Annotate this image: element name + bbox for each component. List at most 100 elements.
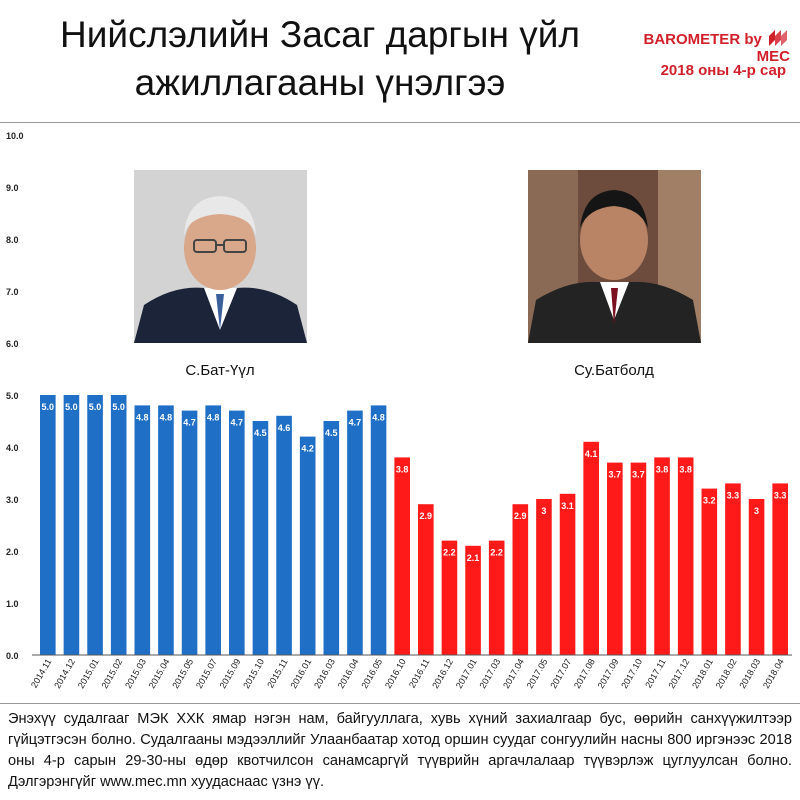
x-tick-label: 2015.11: [265, 657, 290, 690]
bar-value-label: 4.8: [160, 412, 173, 422]
y-tick-label: 10.0: [6, 131, 24, 141]
y-tick-label: 7.0: [6, 287, 19, 297]
x-tick-label: 2016.01: [288, 657, 313, 690]
bar-chart: 0.0 1.0 2.0 3.0 4.0 5.0 6.0 7.0 8.0 9.0 10.0 5.0 201…: [6, 131, 792, 690]
x-tick-label: 2017.05: [525, 657, 550, 690]
x-tick-label: 2015.03: [123, 657, 148, 690]
x-tick-label: 2016.12: [430, 657, 455, 690]
bar-value-label: 4.7: [349, 418, 362, 428]
mec-logo-icon: [769, 30, 787, 46]
y-tick-label: 4.0: [6, 443, 19, 453]
bar: [748, 499, 765, 655]
y-tick-label: 8.0: [6, 235, 19, 245]
bar-value-label: 3.8: [679, 464, 692, 474]
bar: [347, 410, 363, 655]
x-tick-label: 2017.07: [548, 657, 573, 690]
page-title-line1: Нийслэлийн Засаг даргын үйл: [60, 14, 580, 55]
bar-value-label: 3.8: [656, 464, 669, 474]
x-tick-label: 2015.01: [76, 657, 101, 690]
bar: [488, 540, 505, 655]
page-title-line2: ажиллагааны үнэлгээ: [134, 62, 506, 103]
x-tick-label: 2014.11: [29, 657, 54, 690]
survey-date: 2018 оны 4-р сар: [660, 62, 786, 79]
x-tick-label: 2015.05: [170, 657, 195, 690]
bar: [205, 405, 221, 655]
bar: [418, 504, 434, 655]
bar-value-label: 4.1: [585, 449, 598, 459]
bar: [607, 462, 623, 655]
bar-value-label: 4.5: [254, 428, 267, 438]
bar: [536, 499, 552, 655]
bar: [63, 395, 80, 655]
x-tick-label: 2017.10: [619, 657, 644, 690]
bar-value-label: 2.1: [467, 553, 480, 563]
bar: [252, 421, 269, 655]
bar: [370, 405, 387, 655]
bar: [40, 395, 56, 655]
bar-value-label: 3.7: [609, 470, 622, 480]
bar-value-label: 5.0: [112, 402, 125, 412]
bar-value-label: 3: [754, 506, 759, 516]
x-tick-label: 2015.07: [194, 657, 219, 690]
x-tick-label: 2016.03: [312, 657, 337, 690]
bar-value-label: 5.0: [89, 402, 102, 412]
x-tick-label: 2017.01: [454, 657, 479, 690]
bar: [512, 504, 529, 655]
x-tick-label: 2018.02: [714, 657, 739, 690]
bar-value-label: 5.0: [65, 402, 78, 412]
x-tick-label: 2017.08: [572, 657, 597, 690]
bar-value-label: 3.8: [396, 464, 409, 474]
bar-value-label: 4.8: [372, 412, 385, 422]
y-tick-label: 1.0: [6, 599, 19, 609]
bar: [701, 488, 718, 655]
x-tick-label: 2015.09: [218, 657, 243, 690]
bar: [87, 395, 103, 655]
portrait-photo-bat-uul: [134, 170, 307, 343]
portrait-photo-batbold: [528, 170, 701, 343]
bar-value-label: 4.8: [207, 412, 220, 422]
bar-value-label: 3.3: [727, 490, 740, 500]
bar-value-label: 2.2: [443, 548, 456, 558]
bar-value-label: 4.8: [136, 412, 149, 422]
y-tick-label: 0.0: [6, 651, 19, 661]
y-tick-label: 9.0: [6, 183, 19, 193]
bar: [229, 410, 245, 655]
x-tick-label: 2017.03: [477, 657, 502, 690]
bar-value-label: 3: [541, 506, 546, 516]
brand-name: MEC: [756, 48, 790, 65]
x-tick-label: 2018.04: [761, 657, 786, 690]
person-name-1: С.Бат-Үүл: [185, 362, 255, 379]
x-tick-label: 2016.05: [359, 657, 384, 690]
bar-value-label: 4.5: [325, 428, 338, 438]
y-tick-label: 3.0: [6, 495, 19, 505]
chart-area: 0.0 1.0 2.0 3.0 4.0 5.0 6.0 7.0 8.0 9.0 10.0 5.0 201…: [0, 122, 800, 704]
bar: [772, 483, 788, 655]
bar: [725, 483, 741, 655]
bar-value-label: 2.9: [420, 511, 433, 521]
bar: [441, 540, 458, 655]
bar: [323, 421, 340, 655]
x-tick-label: 2017.09: [596, 657, 621, 690]
x-tick-label: 2018.03: [737, 657, 762, 690]
x-tick-label: 2015.02: [99, 657, 124, 690]
x-tick-label: 2014.12: [52, 657, 77, 690]
bar: [110, 395, 127, 655]
bar-value-label: 3.2: [703, 496, 716, 506]
bar: [559, 493, 576, 655]
bar-value-label: 4.7: [231, 418, 244, 428]
footnote: Энэхүү судалгааг МЭК ХХК ямар нэгэн нам,…: [8, 711, 792, 790]
bar-value-label: 2.2: [490, 548, 503, 558]
bar-value-label: 3.1: [561, 501, 574, 511]
bar: [276, 415, 292, 655]
bar-value-label: 3.7: [632, 470, 645, 480]
bar-value-label: 2.9: [514, 511, 527, 521]
x-tick-label: 2018.01: [690, 657, 715, 690]
bar: [181, 410, 198, 655]
bar: [583, 441, 599, 655]
bar-value-label: 4.6: [278, 423, 291, 433]
x-tick-label: 2017.11: [643, 657, 668, 690]
bar: [299, 436, 316, 655]
brand-prefix: BAROMETER by: [643, 31, 762, 48]
bar-value-label: 4.7: [183, 418, 196, 428]
bar: [630, 462, 647, 655]
